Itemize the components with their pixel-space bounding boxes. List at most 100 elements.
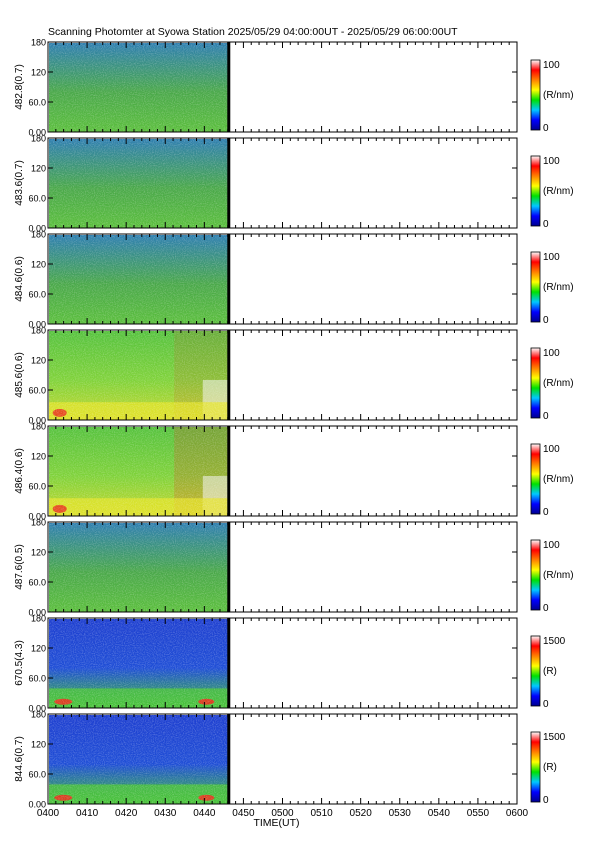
y-tick-label: 60.0 [28, 674, 46, 684]
colorbar-unit-label: (R/nm) [543, 90, 574, 101]
panel-3: 0.00 60.0 120 180 484.6(0.6) 100 0 (R/nm) [14, 230, 574, 330]
colorbar-max-label: 100 [543, 444, 560, 455]
colorbar-min-label: 0 [543, 603, 549, 614]
heatmap-texture [49, 43, 228, 132]
y-tick-label: 0.00 [28, 416, 46, 426]
x-tick-label: 0600 [506, 808, 529, 819]
colorbar [530, 155, 541, 227]
y-axis-label: 482.8(0.7) [14, 64, 25, 110]
y-tick-label: 180 [31, 38, 46, 48]
y-tick-label: 180 [31, 518, 46, 528]
y-tick-label: 180 [31, 710, 46, 720]
panel-4: 0.00 60.0 120 180 485.6(0.6) 100 0 (R/nm) [14, 326, 574, 426]
panel-5: 0.00 60.0 120 180 486.4(0.6) 100 0 (R/nm) [14, 422, 574, 522]
colorbar-min-label: 0 [543, 219, 549, 230]
y-tick-label: 60.0 [28, 578, 46, 588]
heatmap-texture [49, 139, 228, 228]
heatmap-texture [49, 715, 228, 804]
heatmap-texture [49, 523, 228, 612]
colorbar [530, 731, 541, 803]
colorbar-min-label: 0 [543, 507, 549, 518]
colorbar [530, 635, 541, 707]
heatmap-texture [49, 235, 228, 324]
y-axis-label: 484.6(0.6) [14, 256, 25, 302]
y-tick-label: 0.00 [28, 608, 46, 618]
x-axis-label: TIME(UT) [253, 817, 299, 829]
y-tick-label: 0.00 [28, 224, 46, 234]
panel-1: 0.00 60.0 120 180 482.8(0.7) 100 0 (R/nm) [14, 38, 574, 138]
panel-7: 0.00 60.0 120 180 670.5(4.3) 1500 0 (R) [14, 614, 566, 714]
y-tick-label: 0.00 [28, 704, 46, 714]
heatmap-texture [49, 331, 228, 420]
colorbar-max-label: 1500 [543, 636, 566, 647]
colorbar-unit-label: (R/nm) [543, 282, 574, 293]
y-tick-label: 60.0 [28, 98, 46, 108]
y-tick-label: 60.0 [28, 194, 46, 204]
x-tick-label: 0530 [389, 808, 412, 819]
x-tick-label: 0430 [154, 808, 177, 819]
y-tick-label: 180 [31, 326, 46, 336]
colorbar-max-label: 100 [543, 540, 560, 551]
y-tick-label: 0.00 [28, 512, 46, 522]
colorbar-min-label: 0 [543, 699, 549, 710]
y-axis-label: 670.5(4.3) [14, 640, 25, 686]
y-tick-label: 120 [31, 260, 46, 270]
x-tick-label: 0400 [37, 808, 60, 819]
y-tick-label: 120 [31, 68, 46, 78]
colorbar-unit-label: (R) [543, 762, 557, 773]
y-tick-label: 180 [31, 422, 46, 432]
x-axis: 0400 0410 0420 0430 0440 0450 0500 0510 0520 0530… [37, 808, 529, 829]
y-axis-label: 483.6(0.7) [14, 160, 25, 206]
colorbar-max-label: 100 [543, 60, 560, 71]
y-axis-label: 487.6(0.5) [14, 544, 25, 590]
colorbar-max-label: 100 [543, 252, 560, 263]
heatmap-texture [49, 619, 228, 708]
y-tick-label: 60.0 [28, 386, 46, 396]
colorbar-max-label: 100 [543, 156, 560, 167]
y-tick-label: 180 [31, 134, 46, 144]
colorbar [530, 251, 541, 323]
x-tick-label: 0500 [271, 808, 294, 819]
colorbar-unit-label: (R/nm) [543, 570, 574, 581]
heatmap-texture [49, 427, 228, 516]
colorbar-unit-label: (R/nm) [543, 186, 574, 197]
colorbar-max-label: 100 [543, 348, 560, 359]
x-tick-label: 0410 [76, 808, 99, 819]
x-tick-label: 0510 [310, 808, 333, 819]
y-tick-label: 0.00 [28, 320, 46, 330]
y-tick-label: 120 [31, 644, 46, 654]
colorbar [530, 443, 541, 515]
y-axis-label: 486.4(0.6) [14, 448, 25, 494]
x-tick-label: 0450 [232, 808, 255, 819]
panel-6: 0.00 60.0 120 180 487.6(0.5) 100 0 (R/nm) [14, 518, 574, 618]
panel-2: 0.00 60.0 120 180 483.6(0.7) 100 0 (R/nm) [14, 134, 574, 234]
colorbar [530, 347, 541, 419]
y-axis-label: 485.6(0.6) [14, 352, 25, 398]
x-tick-label: 0520 [350, 808, 373, 819]
y-tick-label: 120 [31, 452, 46, 462]
colorbar-unit-label: (R/nm) [543, 378, 574, 389]
y-tick-label: 0.00 [28, 128, 46, 138]
y-tick-label: 120 [31, 356, 46, 366]
y-tick-label: 0.00 [28, 800, 46, 810]
y-tick-label: 120 [31, 740, 46, 750]
colorbar-min-label: 0 [543, 411, 549, 422]
colorbar [530, 539, 541, 611]
colorbar-min-label: 0 [543, 315, 549, 326]
y-tick-label: 60.0 [28, 482, 46, 492]
colorbar-unit-label: (R) [543, 666, 557, 677]
y-axis-label: 844.6(0.7) [14, 736, 25, 782]
colorbar-max-label: 1500 [543, 732, 566, 743]
x-tick-label: 0440 [193, 808, 216, 819]
y-tick-label: 60.0 [28, 290, 46, 300]
y-tick-label: 180 [31, 614, 46, 624]
colorbar-min-label: 0 [543, 795, 549, 806]
colorbar-unit-label: (R/nm) [543, 474, 574, 485]
y-tick-label: 120 [31, 164, 46, 174]
y-tick-label: 180 [31, 230, 46, 240]
y-tick-label: 120 [31, 548, 46, 558]
y-tick-label: 60.0 [28, 770, 46, 780]
chart-title: Scanning Photomter at Syowa Station 2025… [48, 26, 458, 38]
panel-8: 0.00 60.0 120 180 844.6(0.7) 1500 0 (R) [14, 710, 566, 810]
